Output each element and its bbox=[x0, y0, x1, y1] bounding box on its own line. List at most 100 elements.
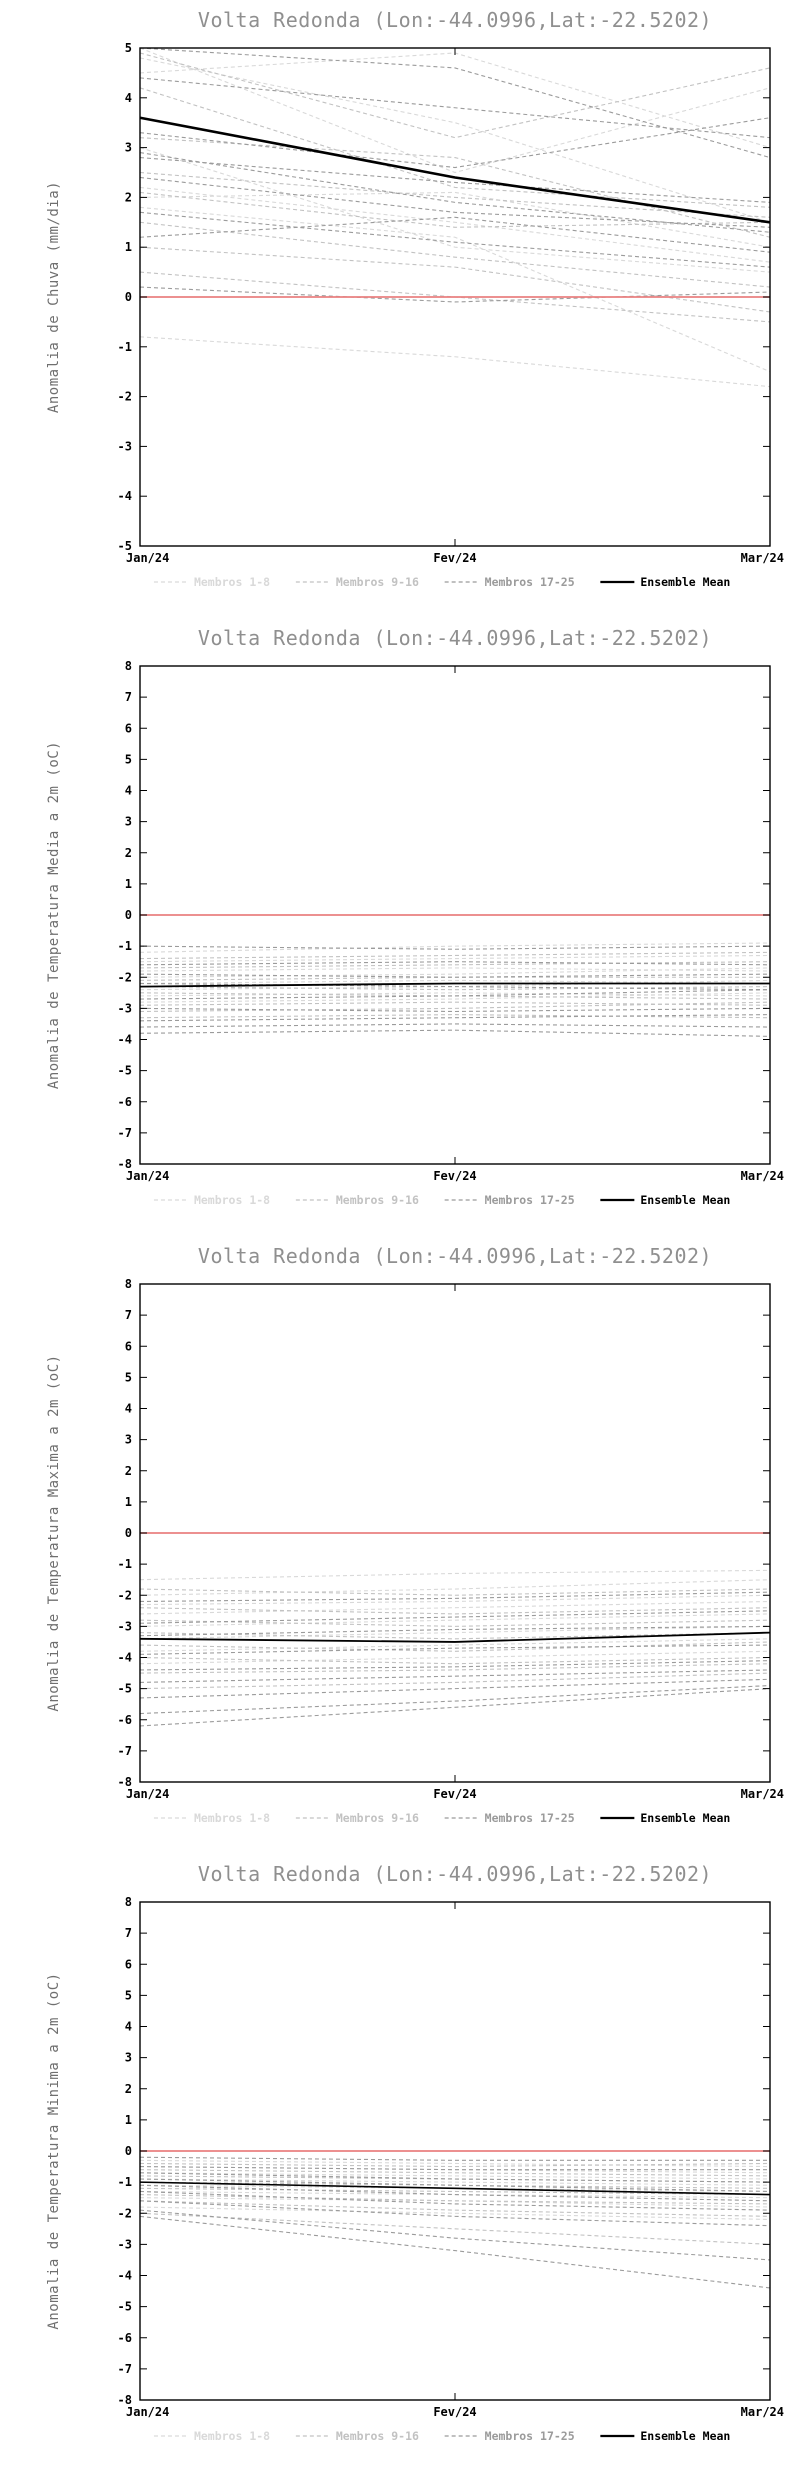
member-line-group-2 bbox=[139, 2162, 771, 2168]
member-line-group-2 bbox=[139, 1588, 771, 1596]
member-line-group-3 bbox=[139, 1591, 771, 1603]
member-line-group-3 bbox=[139, 2209, 771, 2261]
y-tick-label: -2 bbox=[118, 970, 132, 984]
member-line-group-2 bbox=[139, 2200, 771, 2217]
member-line-group-3 bbox=[139, 1029, 771, 1037]
y-tick-label: -5 bbox=[118, 1064, 132, 1078]
y-tick-label: -2 bbox=[118, 1588, 132, 1602]
member-line-group-1 bbox=[139, 954, 771, 963]
y-tick-label: 2 bbox=[125, 1464, 132, 1478]
y-tick-label: 0 bbox=[125, 2144, 132, 2158]
member-line-group-3 bbox=[139, 1014, 771, 1022]
legend-label: Membros 17-25 bbox=[485, 2429, 575, 2443]
member-line-group-3 bbox=[139, 1023, 771, 1028]
member-line-group-3 bbox=[139, 982, 771, 991]
y-axis-label: Anomalia de Temperatura Maxima a 2m (oC) bbox=[46, 1354, 62, 1711]
member-line-group-1 bbox=[139, 191, 771, 248]
y-tick-label: -3 bbox=[118, 1619, 132, 1633]
member-line-group-2 bbox=[139, 1641, 771, 1652]
member-line-group-1 bbox=[139, 1594, 771, 1606]
x-tick-label: Fev/24 bbox=[433, 551, 476, 565]
y-tick-label: 2 bbox=[125, 2082, 132, 2096]
y-tick-label: 0 bbox=[125, 1526, 132, 1540]
y-tick-label: 5 bbox=[125, 41, 132, 55]
member-line-group-3 bbox=[139, 211, 771, 268]
member-line-group-1 bbox=[139, 186, 771, 263]
member-line-group-3 bbox=[139, 2156, 770, 2161]
y-tick-label: -3 bbox=[118, 2237, 132, 2251]
y-tick-label: -7 bbox=[118, 2362, 132, 2376]
legend-label: Membros 1-8 bbox=[194, 575, 270, 589]
y-tick-label: -7 bbox=[118, 1126, 132, 1140]
y-tick-label: 4 bbox=[125, 2020, 132, 2034]
member-line-group-3 bbox=[139, 961, 771, 966]
chart-title: Volta Redonda (Lon:-44.0996,Lat:-22.5202… bbox=[197, 1862, 713, 1886]
x-tick-label: Fev/24 bbox=[433, 1787, 476, 1801]
member-line-group-2 bbox=[139, 87, 771, 208]
legend-label: Membros 9-16 bbox=[336, 2429, 419, 2443]
y-tick-label: -5 bbox=[118, 1682, 132, 1696]
y-tick-label: -8 bbox=[118, 1775, 132, 1789]
legend-label: Ensemble Mean bbox=[640, 1811, 730, 1825]
member-line-group-3 bbox=[139, 286, 771, 303]
member-line-group-1 bbox=[139, 1625, 771, 1640]
member-line-group-3 bbox=[139, 1678, 771, 1699]
x-tick-label: Fev/24 bbox=[433, 1169, 476, 1183]
x-tick-label: Fev/24 bbox=[433, 2405, 476, 2419]
legend-label: Ensemble Mean bbox=[640, 575, 730, 589]
member-line-group-1 bbox=[139, 206, 771, 373]
y-tick-label: 4 bbox=[125, 91, 132, 105]
line-chart-chuva: Anomalia de Chuva (mm/dia) -5 -4 -3 -2 -1 0 1 2 3… bbox=[46, 41, 784, 589]
x-tick-label: Mar/24 bbox=[741, 551, 784, 565]
member-line-group-1 bbox=[139, 1569, 771, 1581]
member-line-group-3 bbox=[139, 2190, 771, 2211]
y-tick-label: 4 bbox=[125, 784, 132, 798]
y-tick-label: 8 bbox=[125, 1277, 132, 1291]
member-line-group-2 bbox=[139, 52, 771, 139]
y-tick-label: 2 bbox=[125, 846, 132, 860]
member-line-group-2 bbox=[139, 1001, 771, 1013]
y-tick-label: -5 bbox=[118, 539, 132, 553]
chart-panel-temp-media: Volta Redonda (Lon:-44.0996,Lat:-22.5202… bbox=[0, 618, 800, 1236]
y-tick-label: -6 bbox=[118, 1713, 132, 1727]
y-tick-label: -1 bbox=[118, 1557, 132, 1571]
member-line-group-3 bbox=[139, 1007, 771, 1013]
x-tick-label: Jan/24 bbox=[126, 2405, 169, 2419]
member-line-group-2 bbox=[139, 1632, 771, 1640]
member-line-group-3 bbox=[139, 2184, 771, 2202]
member-line-group-1 bbox=[139, 336, 771, 388]
member-line-group-1 bbox=[139, 2206, 771, 2221]
member-line-group-1 bbox=[139, 1638, 771, 1652]
legend-label: Membros 9-16 bbox=[336, 1811, 419, 1825]
chart-title: Volta Redonda (Lon:-44.0996,Lat:-22.5202… bbox=[197, 626, 713, 650]
member-line-group-3 bbox=[139, 47, 771, 159]
y-tick-label: -4 bbox=[118, 489, 132, 503]
member-line-group-1 bbox=[139, 57, 771, 223]
member-line-group-3 bbox=[139, 1660, 771, 1671]
member-line-group-1 bbox=[139, 2178, 771, 2186]
legend-label: Membros 17-25 bbox=[485, 1811, 575, 1825]
ensemble-mean-line bbox=[139, 116, 771, 224]
y-tick-label: -8 bbox=[118, 1157, 132, 1171]
legend-label: Membros 1-8 bbox=[194, 1811, 270, 1825]
legend-label: Ensemble Mean bbox=[640, 2429, 730, 2443]
member-line-group-1 bbox=[139, 147, 771, 273]
y-tick-label: -8 bbox=[118, 2393, 132, 2407]
member-line-group-2 bbox=[139, 191, 771, 228]
member-line-group-3 bbox=[139, 973, 771, 978]
y-tick-label: 0 bbox=[125, 290, 132, 304]
member-line-group-1 bbox=[139, 992, 771, 1003]
member-line-group-2 bbox=[139, 2194, 771, 2205]
legend-label: Ensemble Mean bbox=[640, 1193, 730, 1207]
ensemble-mean-line bbox=[139, 1631, 771, 1643]
legend-label: Membros 9-16 bbox=[336, 575, 419, 589]
member-line-group-3 bbox=[139, 1684, 771, 1715]
member-line-group-3 bbox=[139, 1610, 771, 1624]
x-tick-label: Jan/24 bbox=[126, 1169, 169, 1183]
legend-label: Membros 17-25 bbox=[485, 1193, 575, 1207]
y-tick-label: -2 bbox=[118, 390, 132, 404]
member-line-group-3 bbox=[139, 1688, 771, 1727]
member-line-group-2 bbox=[139, 221, 771, 288]
member-line-group-1 bbox=[139, 47, 771, 174]
y-tick-label: -2 bbox=[118, 2206, 132, 2220]
